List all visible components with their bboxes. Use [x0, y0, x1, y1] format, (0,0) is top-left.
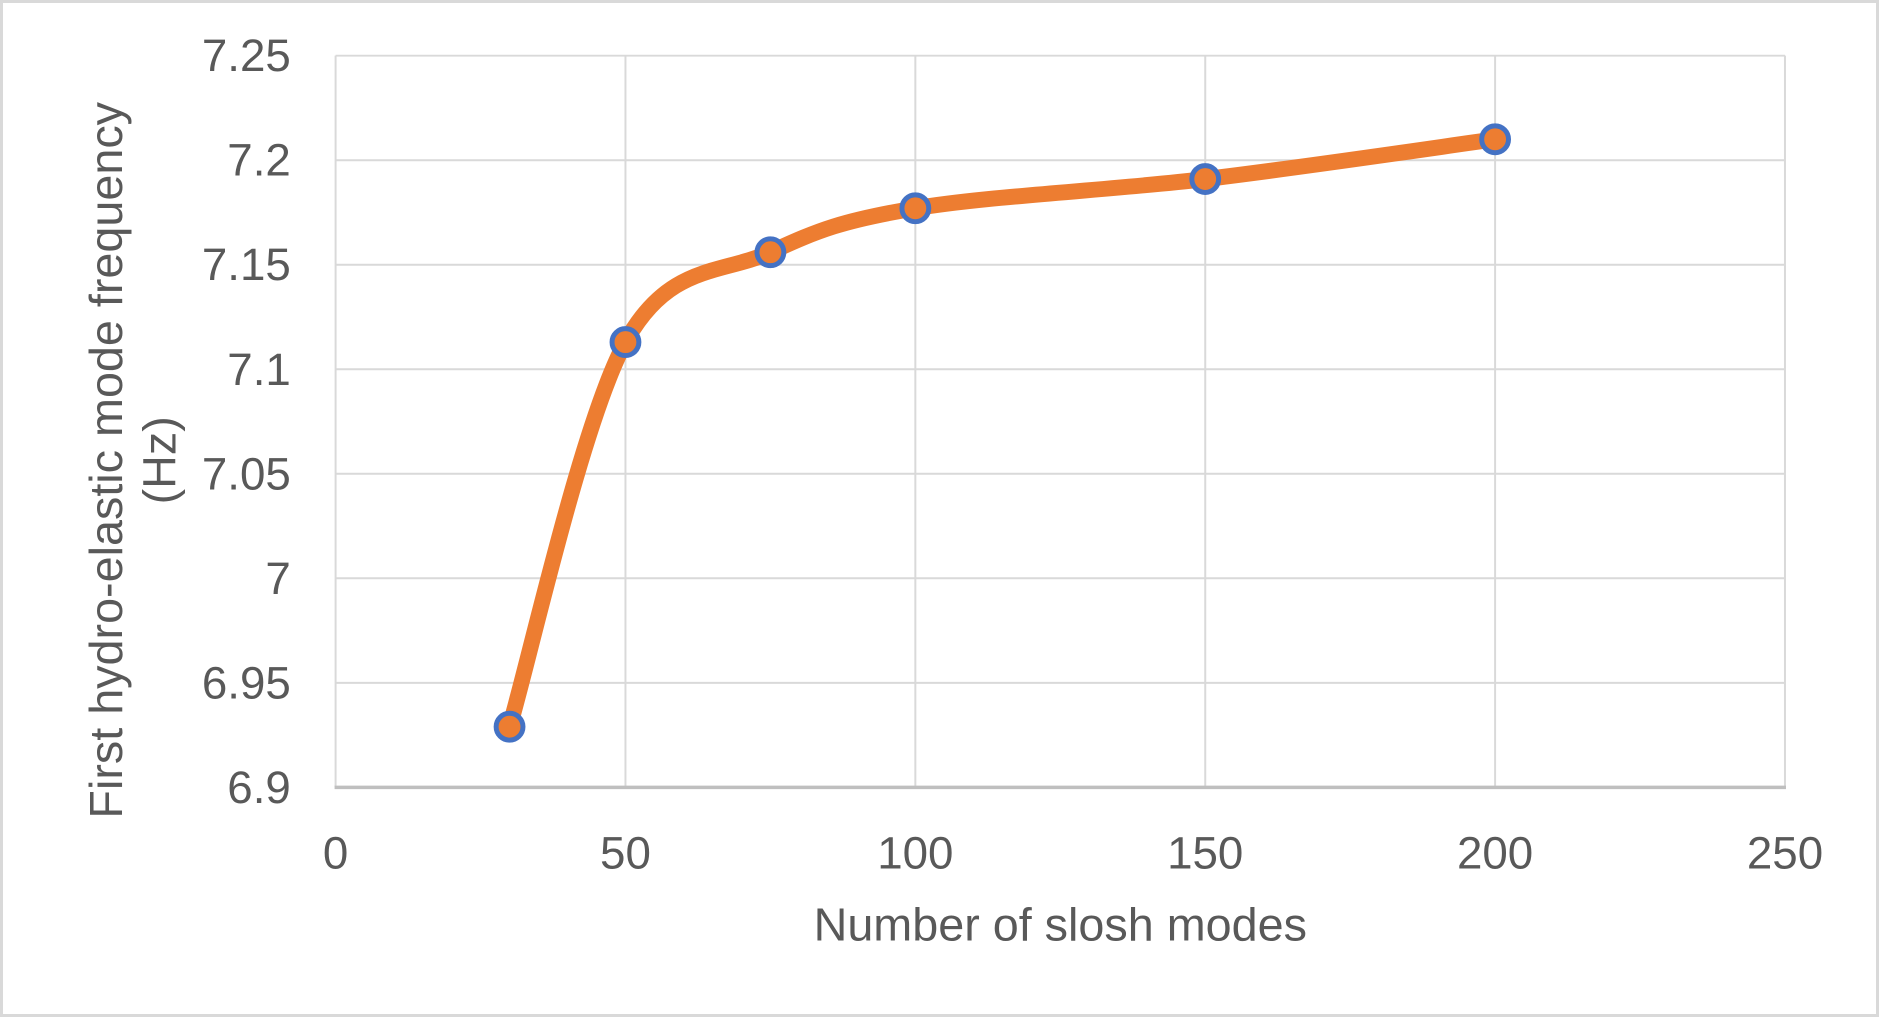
data-point-marker[interactable] — [899, 192, 932, 225]
y-tick-label: 7.1 — [227, 344, 291, 395]
y-tick-label: 7.15 — [202, 239, 291, 290]
gridlines-layer — [334, 54, 1786, 790]
y-tick-label: 7.25 — [202, 30, 291, 81]
data-point-marker[interactable] — [1479, 123, 1512, 156]
x-tick-label: 100 — [877, 827, 953, 878]
y-tick-label: 7.2 — [227, 135, 291, 186]
y-tick-label: 7 — [265, 553, 290, 604]
x-tick-label: 250 — [1747, 827, 1823, 878]
y-axis-title-line1: First hydro-elastic mode frequency — [80, 101, 132, 818]
data-point-marker[interactable] — [1189, 163, 1222, 195]
data-point-marker[interactable] — [609, 326, 642, 358]
y-tick-label: 6.9 — [227, 762, 291, 813]
data-point-marker[interactable] — [493, 710, 526, 743]
y-axis-title-line2: (Hz) — [134, 416, 186, 504]
data-point-marker[interactable] — [754, 236, 787, 269]
series-line[interactable] — [501, 131, 1504, 735]
x-tick-label: 200 — [1457, 827, 1533, 878]
tick-labels-layer: 7.25 7.2 7.15 7.1 7.05 7 6.95 6.9 0 50 100 150 200 25… — [202, 30, 1823, 878]
line-chart: 7.25 7.2 7.15 7.1 7.05 7 6.95 6.9 0 50 100 150 200 25… — [80, 30, 1823, 951]
x-tick-label: 0 — [323, 827, 348, 878]
series-layer — [493, 123, 1512, 743]
x-axis-title: Number of slosh modes — [814, 899, 1307, 951]
y-tick-label: 6.95 — [202, 657, 291, 708]
x-tick-label: 150 — [1167, 827, 1243, 878]
x-tick-label: 50 — [600, 827, 651, 878]
y-tick-label: 7.05 — [202, 448, 291, 499]
